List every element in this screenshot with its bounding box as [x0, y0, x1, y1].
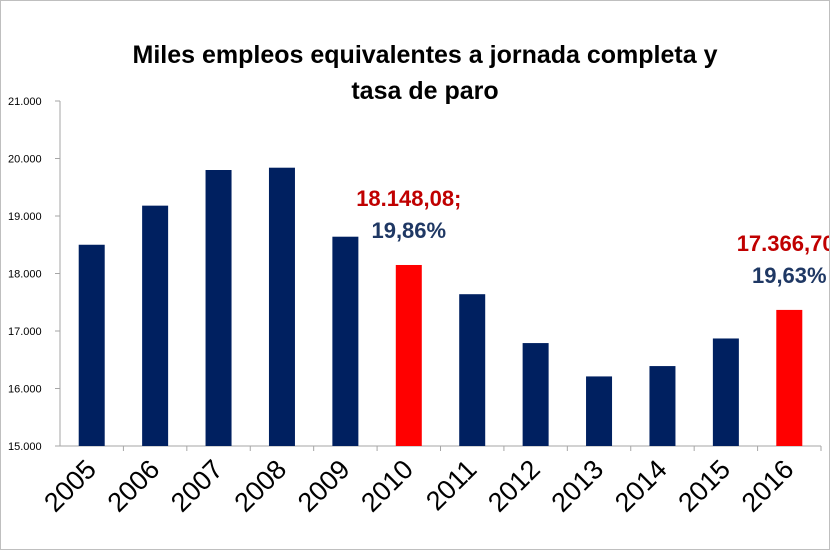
- bar-2012: [522, 343, 549, 446]
- bar-2014: [649, 366, 676, 446]
- bar-2006: [142, 205, 169, 446]
- x-tick-label-2005: 2005: [38, 454, 102, 518]
- bar-2013: [586, 376, 613, 446]
- x-tick-label-2012: 2012: [482, 454, 546, 518]
- chart-title-line-2: tasa de paro: [351, 77, 498, 105]
- bar-2016: [776, 309, 803, 446]
- y-tick-label: 16.000: [8, 384, 42, 396]
- x-tick-label-2015: 2015: [672, 454, 736, 518]
- y-tick-label: 20.000: [8, 154, 42, 166]
- data-label-value-2016: 17.366,70;: [737, 231, 829, 256]
- y-tick-label: 17.000: [8, 326, 42, 338]
- y-tick-label: 21.000: [8, 96, 42, 108]
- data-label-value-2010: 18.148,08;: [356, 186, 461, 211]
- y-tick-label: 18.000: [8, 269, 42, 281]
- bar-2015: [712, 338, 739, 446]
- x-tick-label-2009: 2009: [292, 454, 356, 518]
- bar-2009: [332, 236, 359, 446]
- plot-area: 15.000 16.000 17.000 18.000 19.000 20.000 21.0…: [8, 96, 829, 518]
- x-tick-label-2010: 2010: [355, 454, 419, 518]
- data-label-rate-2016: 19,63%: [752, 263, 827, 288]
- x-tick-label-2014: 2014: [609, 454, 673, 518]
- x-tick-label-2013: 2013: [546, 454, 610, 518]
- x-tick-label-2008: 2008: [229, 454, 293, 518]
- y-tick-label: 15.000: [8, 441, 42, 453]
- bar-2011: [459, 294, 486, 446]
- bar-2010: [395, 264, 422, 446]
- data-label-rate-2010: 19,86%: [371, 218, 446, 243]
- x-tick-label-2007: 2007: [165, 454, 229, 518]
- x-tick-label-2011: 2011: [420, 454, 482, 516]
- chart-title-line-1: Miles empleos equivalentes a jornada com…: [133, 41, 718, 69]
- x-tick-label-2016: 2016: [736, 454, 800, 518]
- bar-2008: [268, 167, 295, 446]
- bar-2005: [78, 244, 105, 446]
- y-tick-label: 19.000: [8, 211, 42, 223]
- x-tick-label-2006: 2006: [102, 454, 166, 518]
- bar-2007: [205, 170, 232, 446]
